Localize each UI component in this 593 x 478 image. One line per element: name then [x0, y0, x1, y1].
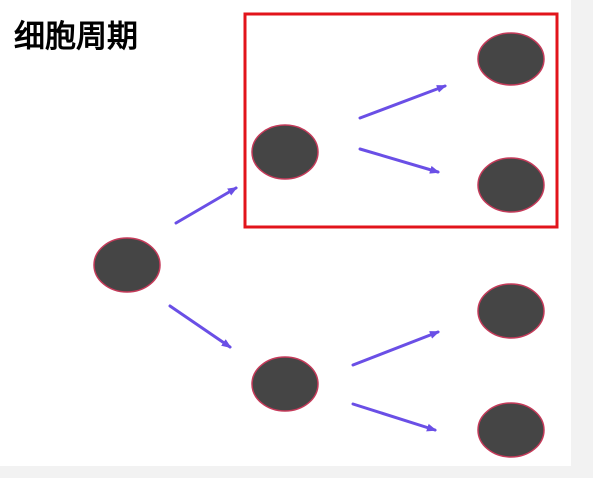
arrow-upper-to-top-right — [358, 84, 447, 120]
cells — [93, 32, 545, 458]
right-margin-strip — [571, 0, 593, 478]
cell-parent — [93, 237, 161, 293]
bottom-margin-strip — [0, 466, 593, 478]
highlight-box — [243, 12, 559, 229]
arrow-parent-to-upper — [174, 186, 238, 225]
cell-daughter-upper — [251, 124, 319, 180]
cell-granddaughter-2 — [477, 157, 545, 213]
diagram-title: 细胞周期 — [14, 19, 138, 55]
cell-granddaughter-4 — [477, 402, 545, 458]
arrow-parent-to-lower — [168, 304, 232, 349]
cell-daughter-lower — [251, 356, 319, 412]
arrow-upper-to-second-right — [358, 147, 440, 174]
arrow-lower-to-third-right — [351, 330, 440, 367]
cell-granddaughter-1 — [477, 32, 545, 86]
arrows — [168, 84, 447, 432]
arrow-lower-to-bottom-right — [351, 402, 437, 432]
cell-granddaughter-3 — [477, 283, 545, 339]
